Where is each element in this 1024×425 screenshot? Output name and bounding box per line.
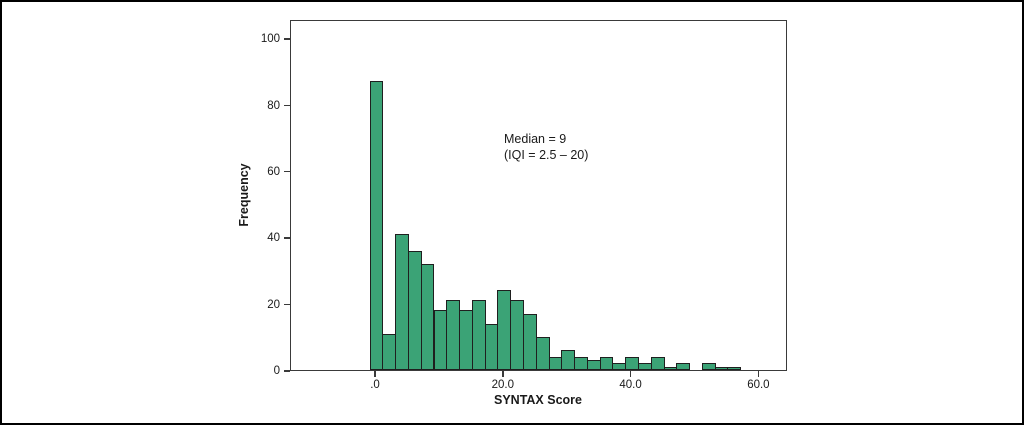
- y-axis-tick: [284, 170, 290, 173]
- histogram-bar: [612, 363, 627, 370]
- y-axis-tick: [284, 303, 290, 306]
- histogram-bar: [625, 356, 639, 370]
- x-axis-tick: [629, 371, 632, 377]
- histogram-bar: [727, 366, 742, 370]
- bars-layer: [291, 21, 786, 370]
- histogram-bar: [714, 366, 729, 370]
- histogram-bar: [369, 81, 384, 370]
- histogram-bar: [676, 363, 691, 370]
- plot-area: [290, 20, 787, 371]
- x-axis-tick: [374, 371, 376, 377]
- x-axis-tick-label: 20.0: [491, 379, 514, 391]
- y-axis-title: Frequency: [237, 163, 251, 227]
- histogram-bar: [510, 300, 524, 370]
- histogram-bar: [446, 300, 461, 370]
- histogram-bar: [382, 333, 397, 370]
- median-annotation: Median = 9 (IQI = 2.5 – 20): [504, 131, 588, 163]
- histogram-bar: [395, 234, 409, 370]
- histogram-bar: [663, 366, 678, 370]
- y-axis-tick: [284, 104, 290, 107]
- histogram-bar: [548, 356, 563, 370]
- y-axis-tick-label: 80: [267, 99, 280, 112]
- histogram-bar: [484, 323, 499, 370]
- histogram-bar: [574, 356, 588, 370]
- y-axis-tick: [284, 370, 290, 372]
- x-axis-tick-label: .0: [370, 379, 380, 391]
- histogram-bar: [522, 313, 537, 370]
- y-axis-tick-label: 40: [267, 232, 280, 245]
- histogram-bar: [471, 300, 486, 370]
- x-axis-tick: [502, 371, 504, 377]
- median-annotation-line1: Median = 9: [504, 132, 567, 146]
- histogram-bar: [637, 363, 652, 370]
- histogram-bar: [433, 310, 448, 370]
- y-axis-tick: [284, 38, 290, 40]
- x-axis-tick: [757, 371, 760, 377]
- x-axis-title: SYNTAX Score: [494, 393, 582, 407]
- histogram-bar: [599, 356, 614, 370]
- histogram-bar: [701, 363, 716, 370]
- x-axis-tick-label: 60.0: [747, 379, 770, 391]
- y-axis-tick: [284, 237, 290, 239]
- y-axis-tick-label: 0: [273, 365, 280, 377]
- median-annotation-line2: (IQI = 2.5 – 20): [504, 148, 589, 162]
- y-axis-tick-label: 20: [267, 298, 280, 311]
- histogram-bar: [407, 250, 422, 370]
- x-axis-tick-label: 40.0: [619, 379, 642, 391]
- histogram-bar: [535, 336, 550, 370]
- histogram-bar: [650, 356, 665, 370]
- histogram-bar: [459, 310, 473, 370]
- y-axis-tick-label: 100: [260, 33, 280, 46]
- histogram-bar: [561, 350, 576, 370]
- y-axis-tick-label: 60: [267, 165, 280, 178]
- histogram-bar: [420, 263, 435, 370]
- histogram-bar: [497, 290, 512, 370]
- histogram-bar: [586, 360, 601, 370]
